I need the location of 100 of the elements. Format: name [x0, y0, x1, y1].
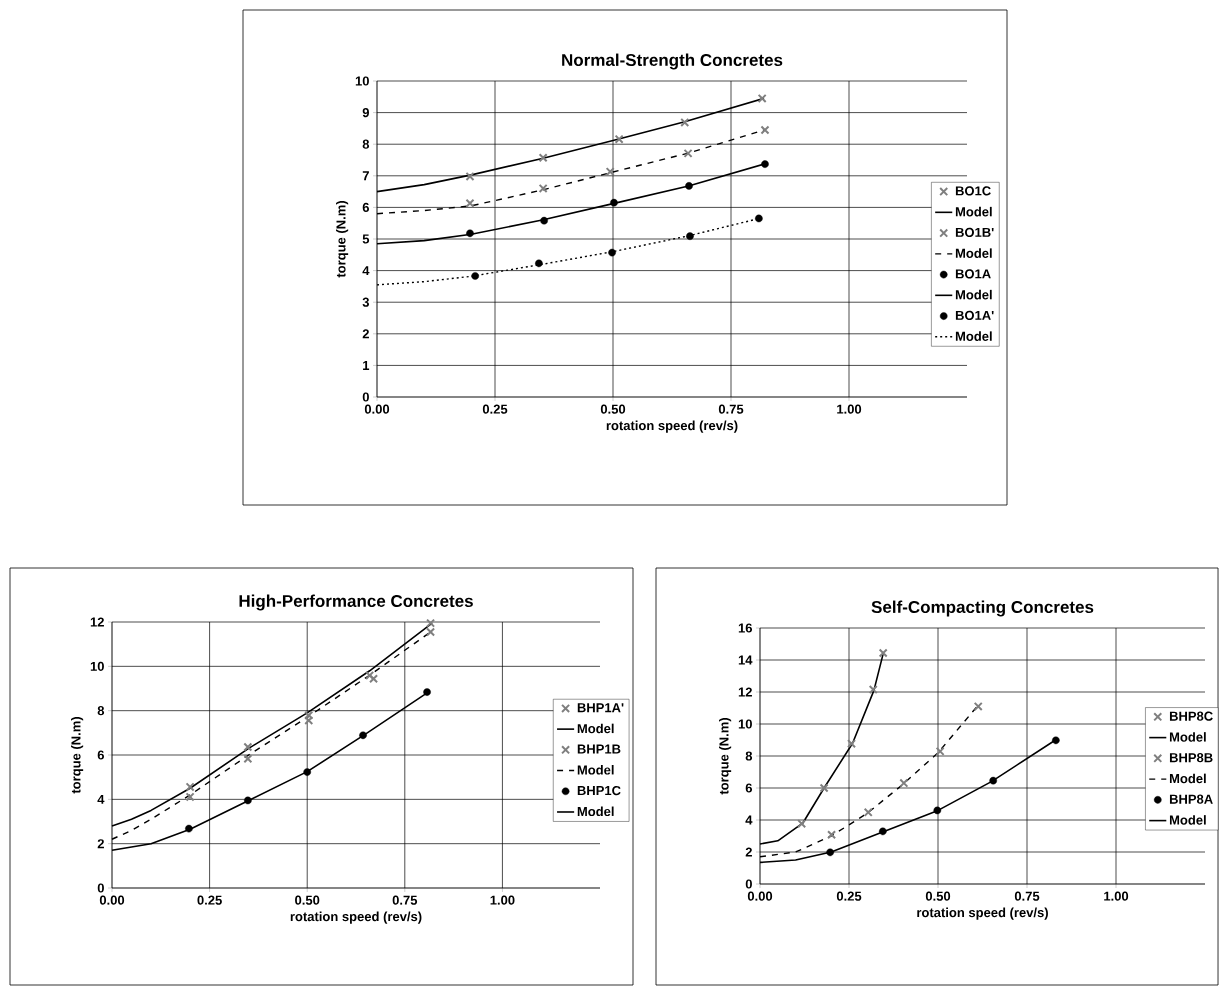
- y-tick-label: 9: [362, 108, 369, 118]
- point: [466, 229, 474, 238]
- y-tick-label: 0: [97, 883, 104, 893]
- point: [614, 134, 624, 144]
- legend-label: BHP8C: [1169, 711, 1213, 721]
- legend-label: Model: [577, 806, 614, 817]
- point: [989, 776, 997, 785]
- legend-label: Model: [1169, 732, 1206, 742]
- point: [935, 746, 945, 756]
- point: [465, 171, 475, 181]
- point: [680, 117, 690, 127]
- point: [755, 214, 763, 223]
- legend-label: BHP1B: [577, 744, 621, 754]
- point: [185, 782, 195, 792]
- point: [423, 688, 431, 696]
- point: [826, 848, 834, 857]
- point: [863, 807, 873, 817]
- point: [359, 731, 367, 740]
- y-tick-label: 2: [745, 847, 752, 857]
- legend-label: BHP1A': [577, 703, 624, 713]
- y-tick-label: 1: [363, 360, 370, 370]
- point: [610, 198, 618, 207]
- point: [685, 182, 693, 190]
- legend-label: BO1A': [955, 310, 994, 320]
- y-tick-label: 6: [97, 750, 104, 760]
- y-tick-label: 0: [362, 392, 369, 402]
- legend-label: BHP8B: [1169, 753, 1213, 763]
- y-tick-label: 7: [362, 171, 369, 181]
- point: [878, 648, 888, 658]
- x-tick-label: 0.25: [197, 895, 222, 905]
- legend-label: Model: [955, 331, 992, 341]
- point: [686, 232, 694, 240]
- legend-label: Model: [955, 248, 992, 258]
- legend-label: Model: [1169, 773, 1206, 784]
- point: [538, 183, 548, 193]
- point: [365, 670, 375, 680]
- point: [605, 167, 615, 177]
- point: [879, 827, 887, 836]
- legend-label: Model: [1169, 815, 1206, 825]
- point: [185, 792, 195, 802]
- point: [471, 272, 479, 280]
- point: [185, 824, 193, 833]
- y-tick-label: 3: [362, 297, 369, 307]
- y-tick-label: 5: [362, 234, 370, 244]
- point: [819, 783, 829, 793]
- x-tick-label: 0.75: [718, 404, 744, 414]
- y-tick-label: 4: [745, 815, 753, 825]
- legend-label: BHP8A: [1169, 794, 1213, 804]
- y-tick-label: 10: [355, 76, 369, 86]
- point: [1052, 736, 1060, 745]
- x-tick-label: 0.25: [836, 891, 862, 901]
- point: [757, 93, 767, 103]
- x-tick-label: 0.50: [925, 891, 951, 901]
- point: [846, 739, 857, 749]
- point: [973, 701, 983, 711]
- y-tick-label: 6: [362, 202, 369, 213]
- y-axis-title: torque (N.m): [336, 201, 349, 278]
- point: [465, 198, 475, 208]
- legend-label: Model: [955, 206, 992, 217]
- x-axis-title: rotation speed (rev/s): [606, 420, 738, 433]
- legend-label: Model: [577, 765, 614, 775]
- point: [540, 216, 548, 225]
- point: [868, 685, 878, 695]
- x-tick-label: 1.00: [1104, 891, 1129, 901]
- y-tick-label: 10: [738, 719, 752, 729]
- point: [243, 742, 253, 752]
- point: [304, 710, 314, 720]
- x-tick-label: 1.00: [837, 404, 862, 414]
- x-axis-title: rotation speed (rev/s): [290, 911, 422, 924]
- y-tick-label: 8: [97, 706, 105, 716]
- point: [243, 754, 253, 764]
- legend-label: BHP1C: [577, 785, 621, 796]
- x-axis-title: rotation speed (rev/s): [917, 907, 1048, 920]
- point: [369, 674, 379, 684]
- x-tick-label: 0.00: [99, 895, 125, 905]
- y-tick-label: 2: [362, 329, 369, 339]
- chart-title: High-Performance Concretes: [239, 594, 473, 611]
- y-tick-label: 8: [745, 751, 753, 761]
- x-tick-label: 0.50: [295, 895, 320, 905]
- y-tick-label: 4: [362, 266, 370, 276]
- point: [827, 830, 837, 840]
- legend-label: BO1A: [955, 269, 991, 279]
- legend-label: BO1C: [955, 186, 991, 196]
- point: [535, 259, 543, 268]
- point: [608, 248, 616, 257]
- y-tick-label: 0: [745, 879, 752, 889]
- point: [426, 627, 436, 637]
- x-tick-label: 0.75: [1014, 891, 1040, 901]
- y-axis-title: torque (N.m): [719, 718, 732, 795]
- point: [303, 768, 311, 776]
- legend-label: BO1B': [955, 227, 994, 237]
- y-axis-title: torque (N.m): [71, 717, 84, 794]
- y-tick-label: 16: [738, 623, 753, 633]
- point: [244, 796, 252, 805]
- x-tick-label: 0.00: [364, 404, 390, 414]
- legend-label: Model: [577, 723, 614, 734]
- point: [933, 806, 942, 815]
- point: [797, 819, 807, 829]
- x-tick-label: 0.50: [600, 404, 626, 414]
- y-tick-label: 2: [97, 839, 104, 849]
